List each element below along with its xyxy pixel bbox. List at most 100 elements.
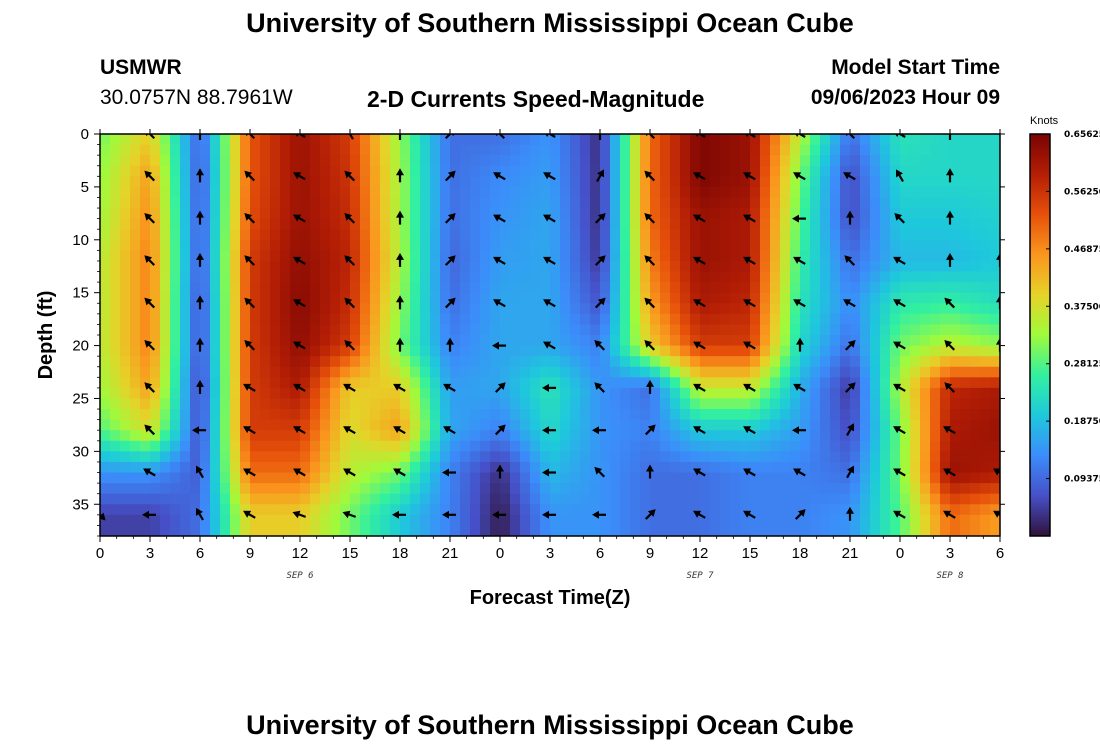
heat-cell — [110, 303, 121, 315]
heat-cell — [720, 218, 731, 230]
heat-cell — [350, 282, 361, 294]
heat-cell — [450, 197, 461, 209]
heat-cell — [210, 218, 221, 230]
heat-cell — [830, 303, 841, 315]
heat-cell — [960, 472, 971, 484]
heat-cell — [360, 419, 371, 431]
heat-cell — [660, 250, 671, 262]
heat-cell — [210, 514, 221, 527]
heat-cell — [690, 430, 701, 442]
heat-cell — [480, 345, 491, 357]
heat-cell — [680, 186, 691, 199]
heat-cell — [960, 260, 971, 273]
heat-cell — [740, 165, 751, 177]
heat-cell — [850, 271, 861, 283]
heat-cell — [440, 493, 451, 505]
heat-cell — [120, 250, 131, 262]
heat-cell — [800, 155, 811, 167]
heat-cell — [890, 260, 901, 273]
heat-cell — [840, 155, 851, 167]
heat-cell — [300, 345, 311, 357]
heat-cell — [270, 313, 281, 326]
heat-cell — [190, 377, 201, 389]
heat-cell — [300, 186, 311, 199]
heat-cell — [710, 366, 721, 378]
heat-cell — [120, 271, 131, 283]
heat-cell — [180, 335, 191, 347]
heat-cell — [280, 260, 291, 273]
heat-cell — [800, 430, 811, 442]
heat-cell — [500, 514, 511, 527]
heat-cell — [630, 504, 641, 516]
heat-cell — [520, 493, 531, 505]
heat-cell — [840, 218, 851, 230]
heat-cell — [990, 398, 1000, 410]
heat-cell — [610, 134, 621, 146]
current-vector-arrow — [543, 341, 556, 350]
heat-cell — [390, 186, 401, 199]
heat-cell — [360, 440, 371, 452]
heat-cell — [630, 387, 641, 400]
heat-cell — [780, 493, 791, 505]
heat-cell — [510, 165, 521, 177]
heat-cell — [790, 514, 801, 527]
heat-cell — [920, 144, 931, 156]
heat-cell — [970, 345, 981, 357]
heat-cell — [370, 186, 381, 199]
heat-cell — [730, 250, 741, 262]
heat-cell — [710, 419, 721, 431]
heat-cell — [250, 525, 261, 536]
heat-cell — [800, 165, 811, 177]
heat-cell — [780, 440, 791, 452]
heat-cell — [230, 218, 241, 230]
heat-cell — [310, 208, 321, 220]
heat-cell — [170, 155, 181, 167]
heat-cell — [840, 366, 851, 378]
heat-cell — [970, 451, 981, 463]
heat-cell — [880, 208, 891, 220]
heat-cell — [260, 419, 271, 431]
heat-cell — [100, 387, 111, 400]
heat-cell — [740, 419, 751, 431]
heat-cell — [880, 504, 891, 516]
heat-cell — [380, 398, 391, 410]
heat-cell — [610, 313, 621, 326]
heat-cell — [660, 419, 671, 431]
heat-cell — [400, 451, 411, 463]
heat-cell — [250, 271, 261, 283]
heat-cell — [470, 282, 481, 294]
heat-cell — [860, 218, 871, 230]
heat-cell — [970, 483, 981, 495]
heat-cell — [680, 239, 691, 251]
heat-cell — [260, 483, 271, 495]
current-vector-arrow — [996, 295, 1000, 310]
heat-cell — [390, 366, 401, 378]
heat-cell — [750, 303, 761, 315]
heat-cell — [480, 451, 491, 463]
heat-cell — [880, 229, 891, 241]
heat-cell — [370, 430, 381, 442]
heat-cell — [590, 218, 601, 230]
heat-cell — [400, 176, 411, 188]
heat-cell — [450, 218, 461, 230]
heat-cell — [830, 229, 841, 241]
heat-cell — [770, 525, 781, 536]
heat-cell — [780, 303, 791, 315]
heat-cell — [640, 218, 651, 230]
heat-cell — [470, 419, 481, 431]
heat-cell — [370, 387, 381, 400]
heat-cell — [970, 387, 981, 400]
heat-cell — [140, 155, 151, 167]
heat-cell — [830, 186, 841, 199]
heat-cell — [910, 356, 921, 368]
heat-cell — [530, 313, 541, 326]
heat-cell — [480, 208, 491, 220]
heat-cell — [310, 271, 321, 283]
heat-cell — [260, 155, 271, 167]
heat-cell — [860, 186, 871, 199]
heat-cell — [890, 335, 901, 347]
heat-cell — [240, 176, 251, 188]
heat-cell — [770, 239, 781, 251]
heat-cell — [170, 260, 181, 273]
heat-cell — [740, 409, 751, 421]
